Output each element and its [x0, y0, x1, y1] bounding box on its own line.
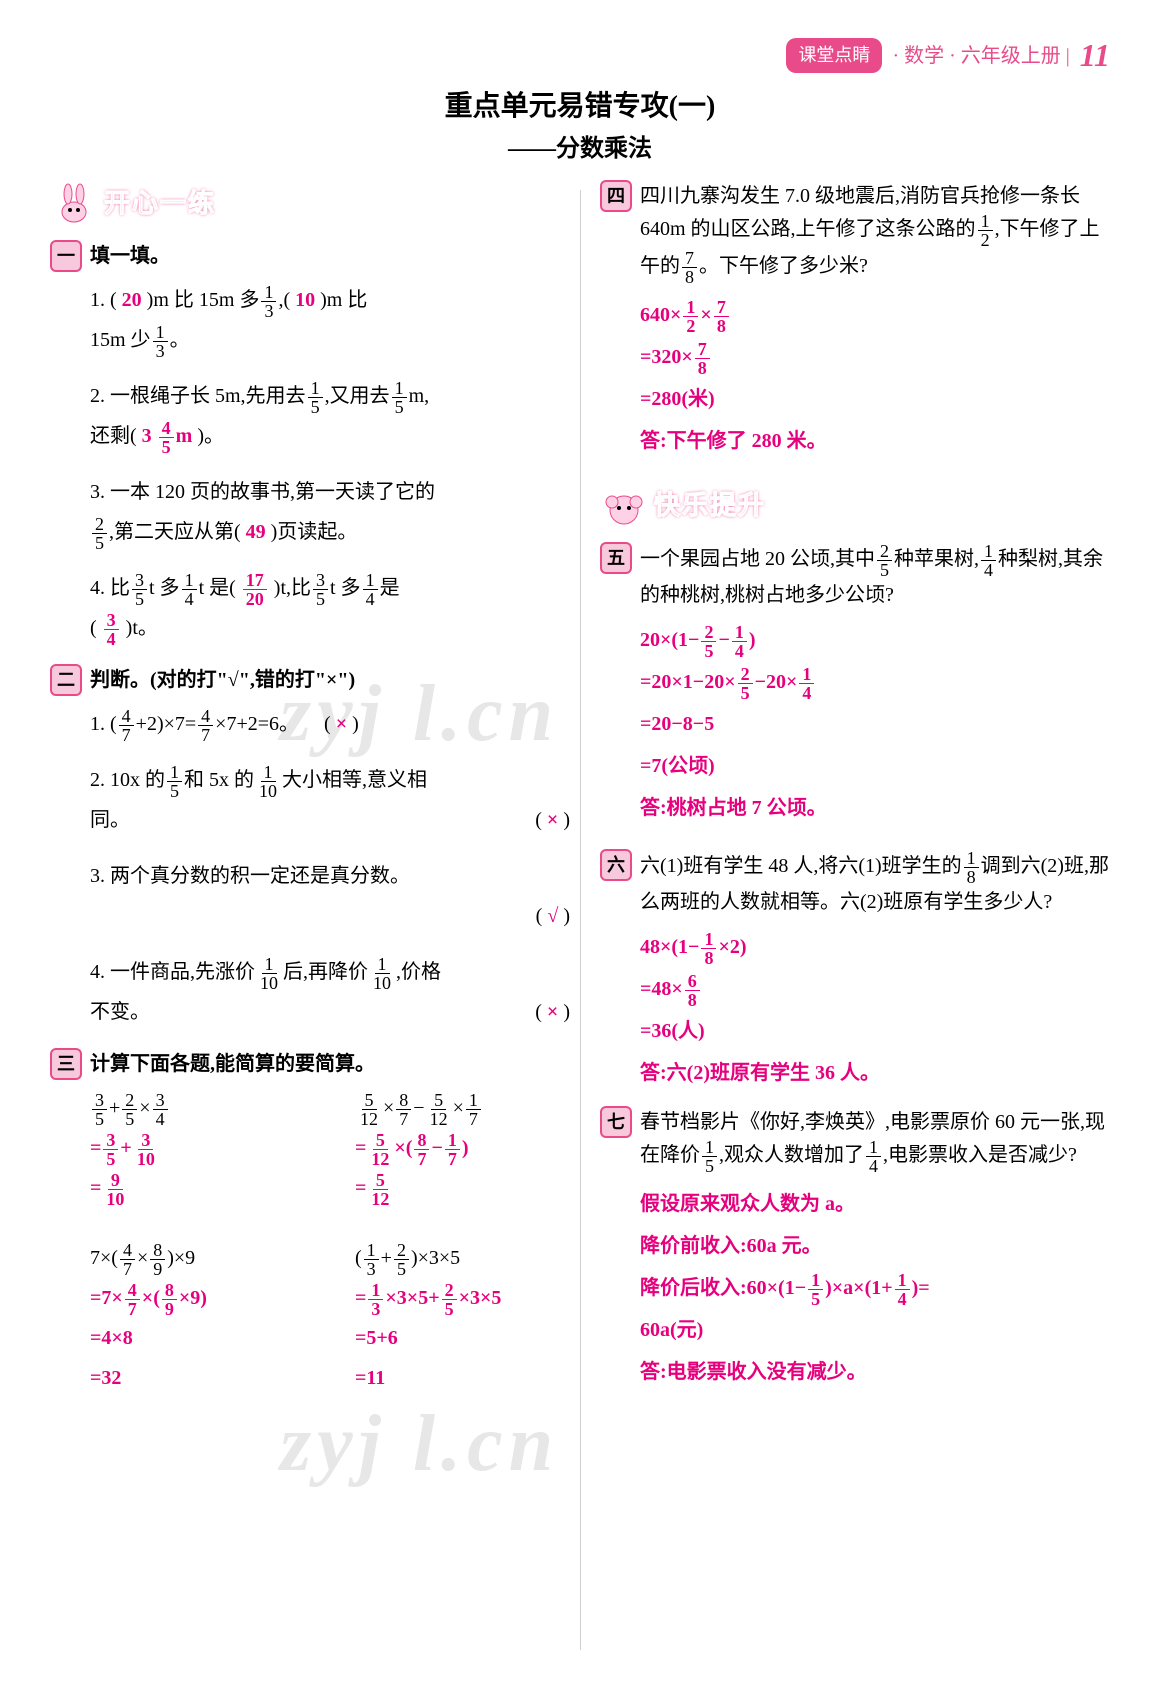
section-7-num: 七: [600, 1106, 632, 1138]
section-2-num: 二: [50, 664, 82, 696]
header-subject: · 数学 · 六年级上册 |: [892, 40, 1069, 72]
section-3-heading: 计算下面各题,能简算的要简算。: [90, 1048, 375, 1080]
section-1: 一 填一填。: [50, 240, 570, 272]
q2-3: 3. 两个真分数的积一定还是真分数。 ( √ ): [90, 856, 570, 936]
banner-practice: 开心一练: [50, 180, 570, 228]
q7-text: 春节档影片《你好,李焕英》,电影票原价 60 元一张,现在降价15,观众人数增加…: [640, 1106, 1110, 1175]
q4-work: 640×12×78 =320×78 =280(米) 答:下午修了 280 米。: [640, 294, 1110, 462]
banner-practice-text: 开心一练: [104, 183, 216, 225]
section-3-num: 三: [50, 1048, 82, 1080]
calc-4: (13+25)×3×5 =13×3×5+25×3×5 =5+6 =11: [355, 1238, 570, 1398]
header-page-number: 11: [1080, 30, 1110, 81]
calc-row-1: 35+25×34 =35+310 =910 512×87−512×17 =512…: [90, 1088, 570, 1208]
banner-advance: 快乐提升: [600, 482, 1110, 530]
section-1-num: 一: [50, 240, 82, 272]
right-column: 四 四川九寨沟发生 7.0 级地震后,消防官兵抢修一条长 640m 的山区公路,…: [600, 180, 1110, 1393]
bunny-icon: [50, 180, 98, 228]
section-3: 三 计算下面各题,能简算的要简算。: [50, 1048, 570, 1080]
q2-2: 2. 10x 的15和 5x 的110大小相等,意义相 同。 ( × ): [90, 760, 570, 840]
q1-2: 2. 一根绳子长 5m,先用去15,又用去15m, 还剩( 3 45m )。: [90, 376, 570, 456]
section-4: 四 四川九寨沟发生 7.0 级地震后,消防官兵抢修一条长 640m 的山区公路,…: [600, 180, 1110, 286]
left-column: 开心一练 一 填一填。 1. ( 20 )m 比 15m 多13,( 10 )m…: [50, 180, 570, 1414]
section-6-num: 六: [600, 849, 632, 881]
q4-text: 四川九寨沟发生 7.0 级地震后,消防官兵抢修一条长 640m 的山区公路,上午…: [640, 180, 1110, 286]
sub-title: ——分数乘法: [0, 130, 1160, 168]
calc-2: 512×87−512×17 =512×(87−17) =512: [355, 1088, 570, 1208]
monkey-icon: [600, 482, 648, 530]
calc-3: 7×(47×89)×9 =7×47×(89×9) =4×8 =32: [90, 1238, 305, 1398]
q2-1: 1. (47+2)×7=47×7+2=6。 ( × ): [90, 704, 570, 744]
q1-4: 4. 比35t 多14t 是( 1720 )t,比35t 多14是 ( 34 )…: [90, 568, 570, 648]
section-7: 七 春节档影片《你好,李焕英》,电影票原价 60 元一张,现在降价15,观众人数…: [600, 1106, 1110, 1175]
section-5: 五 一个果园占地 20 公顷,其中25种苹果树,14种梨树,其余的种桃树,桃树占…: [600, 542, 1110, 611]
q1-3: 3. 一本 120 页的故事书,第一天读了它的 25,第二天应从第( 49 )页…: [90, 472, 570, 552]
calc-1: 35+25×34 =35+310 =910: [90, 1088, 305, 1208]
main-title: 重点单元易错专攻(一): [0, 85, 1160, 130]
section-2-heading: 判断。(对的打"√",错的打"×"): [90, 664, 355, 696]
q6-work: 48×(1−18×2) =48×68 =36(人) 答:六(2)班原有学生 36…: [640, 926, 1110, 1094]
q5-text: 一个果园占地 20 公顷,其中25种苹果树,14种梨树,其余的种桃树,桃树占地多…: [640, 542, 1110, 611]
q6-text: 六(1)班有学生 48 人,将六(1)班学生的18调到六(2)班,那么两班的人数…: [640, 849, 1110, 918]
calc-row-2: 7×(47×89)×9 =7×47×(89×9) =4×8 =32 (13+25…: [90, 1238, 570, 1398]
banner-advance-text: 快乐提升: [654, 485, 766, 527]
section-4-num: 四: [600, 180, 632, 212]
section-5-num: 五: [600, 542, 632, 574]
section-6: 六 六(1)班有学生 48 人,将六(1)班学生的18调到六(2)班,那么两班的…: [600, 849, 1110, 918]
q5-work: 20×(1−25−14) =20×1−20×25−20×14 =20−8−5 =…: [640, 619, 1110, 829]
section-1-heading: 填一填。: [90, 240, 170, 272]
page-header: 课堂点睛 · 数学 · 六年级上册 | 11: [786, 30, 1110, 81]
q1-1: 1. ( 20 )m 比 15m 多13,( 10 )m 比 15m 少13。: [90, 280, 570, 360]
column-divider: [580, 190, 581, 1650]
q2-4: 4. 一件商品,先涨价110后,再降价110,价格 不变。 ( × ): [90, 952, 570, 1032]
q7-work: 假设原来观众人数为 a。 降价前收入:60a 元。 降价后收入:60×(1−15…: [640, 1183, 1110, 1393]
section-2: 二 判断。(对的打"√",错的打"×"): [50, 664, 570, 696]
header-badge: 课堂点睛: [786, 38, 882, 73]
